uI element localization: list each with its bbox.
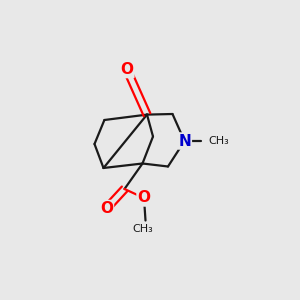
- Text: CH₃: CH₃: [208, 136, 229, 146]
- Text: N: N: [178, 134, 191, 148]
- Text: CH₃: CH₃: [132, 224, 153, 233]
- Text: O: O: [137, 190, 151, 206]
- Text: O: O: [100, 201, 113, 216]
- Text: O: O: [120, 62, 134, 77]
